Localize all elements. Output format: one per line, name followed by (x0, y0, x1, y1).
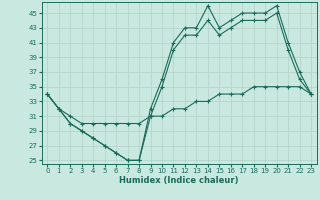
X-axis label: Humidex (Indice chaleur): Humidex (Indice chaleur) (119, 176, 239, 185)
